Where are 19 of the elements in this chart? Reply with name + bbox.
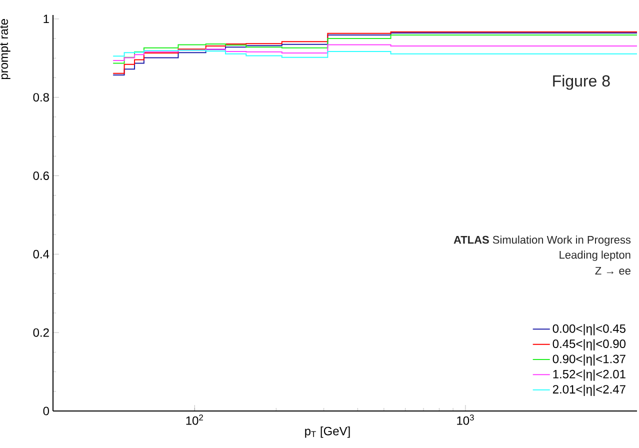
legend-label: 1.52<|η|<2.01: [553, 370, 626, 381]
y-axis-title: prompt rate: [0, 19, 10, 80]
y-tick-label: 0.4: [33, 250, 50, 258]
annotation: Leading lepton: [560, 250, 630, 261]
legend-label: 2.01<|η|<2.47: [552, 384, 626, 396]
y-tick-label: 0.8: [33, 93, 49, 102]
y-tick-label: 0.6: [33, 172, 49, 180]
y-tick-label: 1: [44, 14, 49, 24]
y-tick-label: 0: [43, 406, 50, 416]
annotation: Figure 8: [553, 74, 610, 90]
annotation: Z → ee: [595, 266, 630, 275]
x-axis-title: p$_{T}$ [GeV]: [305, 426, 350, 438]
x-tick-label: 10$^{2}$: [186, 414, 203, 425]
legend-label: 0.45<|η|<0.90: [552, 339, 626, 350]
legend-label: 0.90<|η|<1.37: [552, 354, 626, 366]
annotation: ATLAS Simulation Work in Progress: [454, 236, 631, 246]
legend-label: 0.00<|η|<0.45: [552, 324, 626, 336]
x-tick-label: 10$^{3}$: [457, 414, 474, 425]
y-tick-label: 0.2: [33, 328, 49, 337]
